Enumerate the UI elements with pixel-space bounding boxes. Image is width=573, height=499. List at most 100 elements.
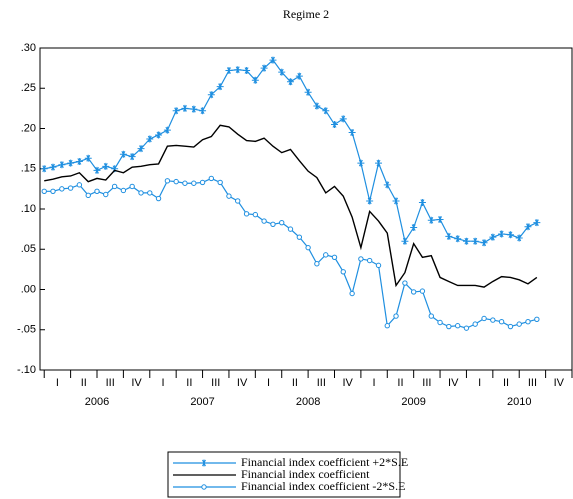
year-label: 2009 — [401, 396, 425, 408]
series-marker — [481, 315, 487, 322]
series-marker — [366, 257, 373, 264]
x-tick-label: I — [56, 377, 59, 389]
series-marker — [146, 135, 154, 143]
year-label: 2010 — [507, 396, 531, 408]
y-tick-label: .05 — [21, 243, 36, 255]
series-marker — [490, 317, 496, 323]
series-marker — [252, 211, 259, 218]
series-marker — [111, 183, 118, 190]
x-tick-label: II — [397, 377, 403, 389]
series-marker — [216, 83, 224, 91]
series-marker — [437, 319, 443, 326]
y-tick-label: .10 — [21, 203, 36, 215]
series-marker — [163, 126, 171, 134]
series-marker — [67, 185, 74, 191]
series-marker — [524, 223, 532, 231]
series-marker — [155, 195, 162, 202]
y-tick-label: .25 — [21, 82, 36, 94]
series-marker — [322, 107, 330, 115]
series-marker — [446, 323, 452, 330]
series-marker — [393, 313, 399, 319]
y-tick-label: .30 — [21, 42, 36, 54]
series-marker — [533, 219, 541, 227]
x-tick-label: IV — [342, 377, 353, 389]
y-tick-label: .00 — [21, 283, 36, 295]
x-tick-label: IV — [131, 377, 142, 389]
legend-marker — [200, 459, 208, 467]
series-marker — [489, 233, 497, 241]
series-marker — [226, 193, 232, 199]
x-tick-label: III — [422, 377, 431, 389]
series-marker — [85, 192, 91, 199]
y-tick-label: .20 — [21, 122, 36, 134]
series-marker — [93, 166, 101, 174]
series-marker — [323, 252, 329, 258]
x-tick-label: III — [211, 377, 220, 389]
series-marker — [76, 182, 83, 188]
series-marker — [137, 145, 145, 153]
series-marker — [190, 105, 198, 113]
legend-marker — [201, 484, 207, 490]
series-marker — [128, 153, 136, 161]
series-marker — [59, 186, 65, 192]
series-marker — [279, 219, 285, 226]
series-marker — [348, 129, 356, 137]
x-tick-label: III — [317, 377, 326, 389]
series-marker — [261, 218, 267, 224]
series-marker — [462, 237, 470, 245]
series-marker — [155, 131, 163, 139]
series-marker — [506, 231, 514, 239]
series-marker — [339, 115, 347, 123]
series-marker — [182, 180, 188, 186]
x-tick-label: II — [292, 377, 298, 389]
series-marker — [358, 256, 364, 262]
series-marker — [225, 67, 233, 75]
series-marker — [50, 188, 56, 194]
series-marker — [75, 158, 83, 166]
legend-label: Financial index coefficient +2*S.E — [241, 455, 408, 469]
series-marker — [119, 150, 127, 158]
y-tick-label: .15 — [21, 163, 36, 175]
series-marker — [67, 159, 75, 167]
series-marker — [138, 190, 144, 196]
series-marker — [243, 67, 251, 75]
series-marker — [436, 215, 444, 223]
x-tick-label: IV — [237, 377, 248, 389]
series-marker — [314, 261, 320, 267]
year-label: 2006 — [85, 396, 109, 408]
series-marker — [181, 104, 189, 112]
series-marker — [516, 321, 522, 327]
x-tick-label: II — [186, 377, 192, 389]
series-line — [44, 59, 538, 244]
x-tick-label: IV — [448, 377, 459, 389]
series-marker — [445, 232, 453, 240]
x-tick-label: III — [106, 377, 115, 389]
series-marker — [410, 289, 417, 295]
series-marker — [41, 188, 47, 194]
series-marker — [172, 107, 180, 115]
series-marker — [384, 323, 390, 329]
x-tick-label: IV — [554, 377, 565, 389]
series-marker — [472, 321, 478, 327]
series-line — [44, 124, 538, 288]
series-marker — [392, 197, 400, 205]
x-tick-label: II — [503, 377, 509, 389]
series-marker — [366, 197, 374, 205]
series-marker — [243, 211, 250, 217]
series-marker — [260, 64, 268, 72]
series-marker — [313, 102, 321, 110]
series-marker — [383, 181, 391, 189]
series-marker — [419, 288, 426, 294]
series-marker — [40, 165, 48, 173]
series-marker — [357, 159, 365, 167]
series-marker — [147, 190, 153, 196]
legend-label: Financial index coefficient -2*S.E — [241, 479, 405, 493]
series-marker — [507, 323, 514, 330]
x-tick-label: III — [528, 377, 537, 389]
series-marker — [278, 68, 286, 76]
x-tick-label: I — [161, 377, 164, 389]
chart-title: Regime 2 — [283, 7, 329, 21]
x-tick-label: II — [81, 377, 87, 389]
series-marker — [463, 325, 470, 331]
series-marker — [331, 120, 338, 128]
